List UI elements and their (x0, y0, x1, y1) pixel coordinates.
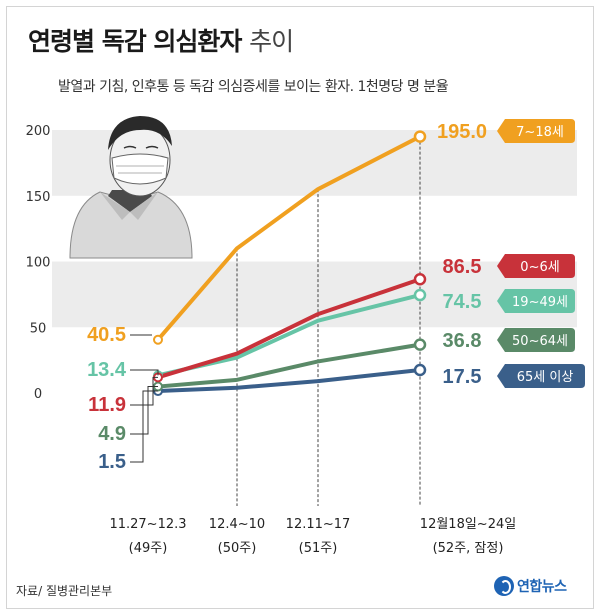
chart-subtitle: 발열과 기침, 인후통 등 독감 의심증세를 보이는 환자. 1천명당 명 분율 (58, 79, 449, 95)
x-category-sublabel: (49주) (129, 541, 168, 556)
chart-frame (6, 6, 594, 609)
start-value-label: 13.4 (87, 359, 127, 381)
start-leader-line (130, 386, 158, 435)
legend-tag (497, 254, 575, 278)
start-leader-line (130, 390, 158, 463)
legend-label: 7~18세 (516, 125, 564, 140)
end-value-label: 86.5 (443, 256, 482, 278)
x-category-sublabel: (52주, 잠정) (433, 541, 504, 556)
end-value-label: 195.0 (437, 121, 487, 143)
legend-tag (497, 328, 575, 352)
logo-text: 연합뉴스 (517, 579, 567, 595)
masked-patient-illustration (69, 116, 193, 259)
legend-label: 50~64세 (512, 334, 568, 349)
y-tick-label: 50 (30, 321, 47, 336)
series-line (156, 277, 422, 380)
start-point (153, 334, 163, 345)
x-category-label: 12.11~17 (286, 517, 351, 532)
y-tick-label: 0 (34, 387, 42, 402)
legend-label: 0~6세 (520, 260, 559, 275)
x-category-sublabel: (51주) (299, 541, 338, 556)
end-point (413, 130, 427, 143)
end-point (413, 363, 427, 377)
y-tick-label: 150 (26, 190, 51, 205)
title-main: 연령별 독감 의심환자 (28, 27, 242, 56)
y-tick-label: 200 (26, 124, 51, 139)
legend-label: 65세 이상 (517, 370, 574, 385)
end-value-label: 36.8 (443, 330, 482, 352)
x-category-label: 12월18일~24일 (420, 517, 516, 532)
x-category-sublabel: (50주) (218, 541, 257, 556)
start-value-label: 11.9 (88, 394, 126, 416)
title-suffix: 추이 (249, 27, 294, 56)
start-value-label: 40.5 (87, 324, 126, 346)
start-value-label: 4.9 (98, 423, 126, 445)
legend-tag (497, 364, 585, 388)
end-point (413, 288, 427, 302)
legend-label: 19~49세 (512, 295, 568, 310)
start-value-label: 1.5 (98, 451, 126, 473)
end-point (413, 273, 427, 286)
series-line (156, 367, 422, 394)
start-leader-line (130, 369, 159, 376)
legend-tag (497, 289, 575, 313)
end-value-label: 74.5 (443, 291, 482, 313)
source-note: 자료/ 질병관리본부 (16, 584, 113, 598)
page-title: 연령별 독감 의심환자 추이 (28, 22, 294, 58)
y-tick-label: 100 (26, 256, 51, 271)
x-category-label: 11.27~12.3 (109, 517, 186, 532)
x-category-label: 12.4~10 (209, 517, 265, 532)
publisher-logo: 연합뉴스 (494, 576, 567, 596)
series-line (156, 342, 422, 389)
end-value-label: 17.5 (443, 366, 482, 388)
series-line (156, 134, 422, 342)
yonhap-logo-icon (494, 576, 514, 596)
end-point (413, 338, 427, 351)
legend-tag (497, 119, 575, 143)
